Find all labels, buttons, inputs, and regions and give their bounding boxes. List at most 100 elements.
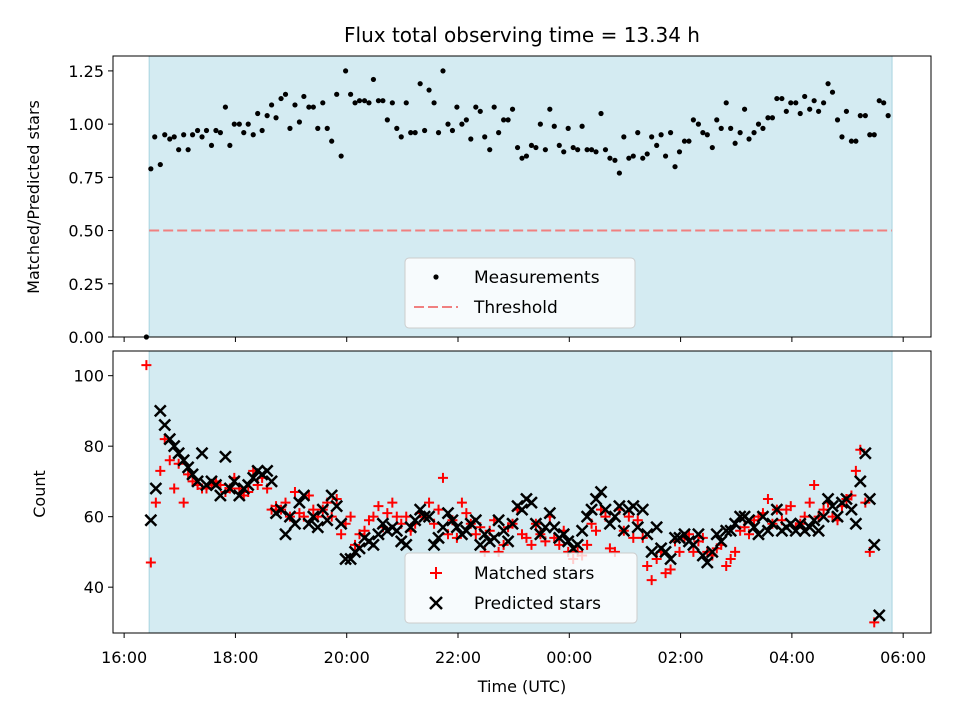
flux-ratio-panel: 0.00 0.25 0.50 0.75 1.00 1.25 Flux total obse…: [24, 23, 932, 347]
predicted-star-marker: [497, 524, 511, 538]
matched-star-marker: [582, 539, 593, 550]
matched-star-marker: [150, 497, 161, 508]
measurement-point: [394, 125, 400, 131]
predicted-star-marker: [473, 538, 487, 552]
predicted-star-marker: [543, 506, 557, 520]
measurement-point: [630, 153, 636, 159]
measurement-point: [171, 134, 177, 140]
matched-star-marker: [818, 504, 829, 515]
measurement-point: [649, 134, 655, 140]
predicted-star-marker: [803, 520, 817, 534]
measurement-point: [292, 102, 298, 108]
measurement-point: [366, 100, 372, 106]
measurement-point: [431, 100, 437, 106]
measurement-point: [208, 142, 215, 149]
measurement-point: [848, 138, 855, 144]
predicted-star-marker: [501, 534, 515, 548]
measurement-point: [755, 121, 762, 127]
matched-star-marker: [433, 504, 444, 515]
xtick-label: 06:00: [880, 648, 926, 667]
bottom-legend: Matched stars Predicted stars: [404, 552, 638, 624]
legend-predicted-marker: [429, 596, 443, 610]
measurement-point: [811, 98, 817, 104]
matched-star-marker: [660, 568, 671, 579]
predicted-star-marker: [492, 513, 506, 527]
matched-star-marker: [804, 497, 815, 508]
measurement-point: [273, 115, 279, 121]
measurement-point: [807, 106, 813, 112]
measurement-point: [779, 95, 785, 102]
predicted-star-marker: [826, 499, 839, 513]
predicted-star-marker: [714, 534, 728, 548]
predicted-star-marker: [603, 517, 617, 531]
matched-star-marker: [688, 546, 699, 557]
matched-star-marker: [628, 532, 639, 543]
predicted-star-marker: [334, 517, 348, 531]
measurement-point: [714, 117, 720, 123]
predicted-star-marker: [311, 520, 325, 534]
chart-title: Flux total observing time = 13.34 h: [344, 23, 700, 47]
measurement-point: [282, 91, 289, 97]
predicted-star-marker: [840, 492, 853, 506]
measurement-point: [690, 117, 696, 123]
measurement-point: [523, 153, 530, 159]
xtick-label: 16:00: [101, 648, 147, 667]
top-ytick-label: 1.00: [68, 115, 104, 134]
measurement-point: [343, 68, 349, 74]
xtick-label: 00:00: [546, 648, 592, 667]
matched-star-marker: [145, 557, 156, 568]
measurement-point: [324, 125, 330, 131]
measurement-point: [459, 121, 465, 127]
legend-threshold-label: Threshold: [473, 298, 558, 318]
predicted-star-marker: [845, 503, 858, 517]
measurement-point: [245, 121, 251, 127]
predicted-star-marker: [585, 503, 598, 517]
predicted-star-marker: [446, 513, 459, 527]
top-y-ticks: 0.00 0.25 0.50 0.75 1.00 1.25: [68, 62, 113, 347]
matched-star-marker: [642, 561, 653, 572]
matched-star-marker: [359, 525, 370, 536]
star-count-panel: 40 60 80 100 16:00 18:00 20:00 22:00 00:00 02:00…: [30, 351, 932, 696]
matched-star-marker: [521, 532, 532, 543]
measurement-point: [167, 136, 173, 142]
measurement-point: [621, 134, 627, 140]
predicted-star-marker: [612, 499, 626, 513]
xtick-label: 04:00: [769, 648, 815, 667]
predicted-star-marker: [177, 453, 191, 467]
measurement-point: [686, 138, 692, 144]
measurement-point: [227, 142, 233, 149]
predicted-star-marker: [599, 503, 612, 517]
measurement-point: [718, 125, 724, 131]
predicted-star-marker: [821, 492, 835, 506]
predicted-star-marker: [441, 506, 455, 520]
predicted-star-marker: [330, 499, 344, 513]
predicted-star-marker: [812, 524, 825, 538]
bottom-y-ticks: 40 60 80 100: [73, 367, 113, 597]
predicted-star-marker: [770, 503, 784, 517]
measurement-point: [445, 121, 451, 127]
predicted-star-marker: [853, 475, 867, 488]
matched-star-marker: [762, 494, 773, 505]
matched-star-marker: [785, 501, 796, 512]
measurement-point: [802, 93, 808, 100]
measurement-point: [189, 132, 196, 138]
measurement-point: [217, 130, 223, 136]
matched-star-marker: [164, 455, 175, 466]
predicted-star-marker: [418, 510, 432, 524]
predicted-star-marker: [195, 446, 209, 460]
measurement-point: [741, 106, 748, 112]
predicted-star-marker: [710, 527, 724, 541]
matched-star-marker: [336, 529, 347, 540]
predicted-star-marker: [640, 527, 654, 541]
predicted-star-marker: [288, 517, 302, 531]
matched-star-marker: [730, 546, 741, 557]
xtick-label: 02:00: [658, 648, 704, 667]
measurement-point: [426, 87, 432, 93]
xtick-label: 20:00: [324, 648, 370, 667]
predicted-star-marker: [664, 552, 677, 566]
top-ytick-label: 0.25: [68, 275, 104, 294]
bottom-ytick-label: 80: [84, 437, 104, 456]
measurement-point: [157, 161, 163, 168]
predicted-star-marker: [863, 492, 877, 506]
